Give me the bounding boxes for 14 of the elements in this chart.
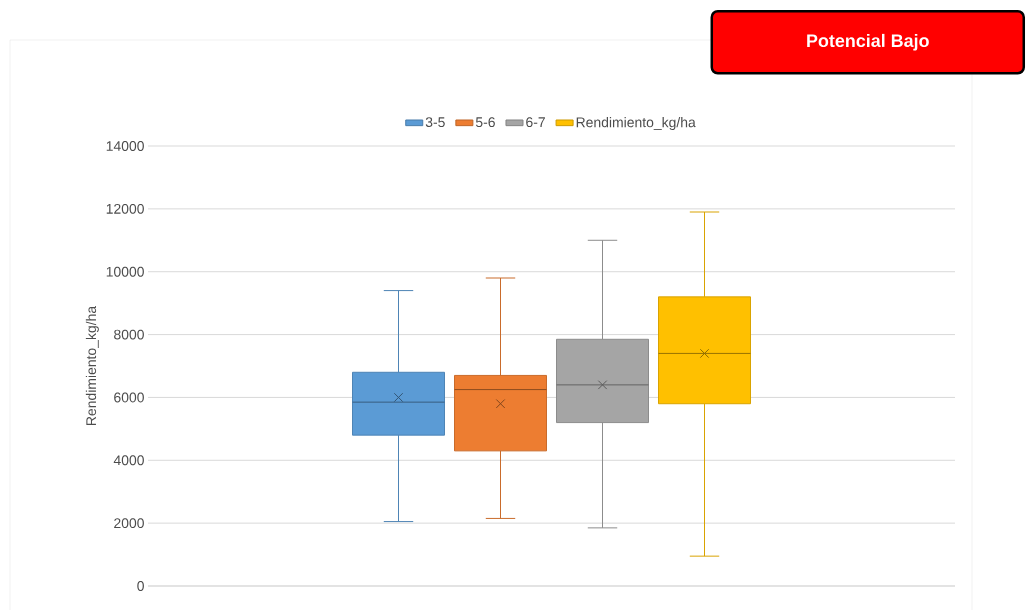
y-axis-title: Rendimiento_kg/ha: [85, 305, 99, 425]
y-tick-label: 10000: [106, 266, 144, 277]
legend-label: 5-6: [475, 117, 495, 128]
y-tick-label: 0: [137, 581, 144, 591]
text: Potencial Bajo: [807, 33, 929, 51]
y-tick-label: 12000: [106, 203, 144, 214]
y-tick-label: 14000: [106, 141, 144, 151]
y-tick-label: 2000: [114, 518, 144, 529]
legend-label: 6-7: [526, 117, 545, 128]
legend-label: Rendimiento_kg/ha: [576, 117, 696, 131]
legend-label: 3-5: [425, 117, 445, 128]
y-tick-label: 6000: [114, 392, 144, 403]
y-tick-label: 4000: [113, 455, 144, 466]
y-tick-label: 8000: [114, 329, 144, 340]
